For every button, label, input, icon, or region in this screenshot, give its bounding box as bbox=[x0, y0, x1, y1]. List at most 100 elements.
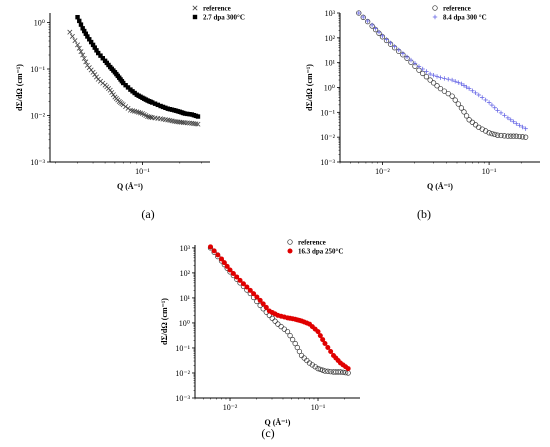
data-point bbox=[75, 14, 80, 20]
data-point bbox=[296, 348, 303, 355]
series-1 bbox=[356, 10, 528, 131]
data-point bbox=[180, 120, 186, 125]
data-point bbox=[257, 297, 263, 303]
data-point bbox=[453, 79, 458, 84]
series-1 bbox=[207, 244, 351, 372]
data-point bbox=[456, 80, 461, 85]
y-tick-label: 10⁻² bbox=[30, 111, 45, 120]
data-point-stroke bbox=[136, 109, 142, 115]
y-tick-label: 10⁻¹ bbox=[175, 344, 190, 353]
data-point bbox=[463, 113, 470, 119]
data-point bbox=[498, 110, 504, 116]
data-point bbox=[328, 368, 334, 375]
data-point bbox=[473, 90, 478, 96]
series-0 bbox=[67, 29, 201, 127]
data-point bbox=[492, 105, 497, 110]
data-point bbox=[234, 274, 240, 280]
data-point-stroke bbox=[75, 42, 81, 48]
y-axis-label: dΣ/dΩ (cm⁻¹) bbox=[305, 64, 314, 111]
data-point bbox=[458, 105, 465, 111]
data-point-stroke bbox=[132, 108, 138, 114]
data-point-stroke bbox=[67, 29, 73, 35]
data-point bbox=[83, 31, 89, 36]
data-point bbox=[516, 133, 523, 140]
data-point bbox=[298, 352, 305, 359]
data-point bbox=[461, 83, 467, 88]
data-point bbox=[466, 86, 472, 91]
data-point bbox=[125, 105, 131, 111]
data-point bbox=[337, 369, 344, 375]
data-point bbox=[505, 133, 511, 139]
data-point bbox=[345, 366, 351, 372]
data-point-stroke bbox=[90, 69, 96, 75]
data-point bbox=[195, 121, 201, 127]
data-point bbox=[325, 345, 331, 351]
data-point bbox=[193, 121, 199, 127]
data-point bbox=[514, 121, 519, 126]
legend-marker bbox=[432, 5, 438, 11]
x-tick-label: 10⁻² bbox=[375, 167, 390, 176]
y-tick-label: 10² bbox=[180, 269, 191, 278]
data-point bbox=[294, 344, 300, 351]
y-tick-label: 10⁰ bbox=[324, 84, 335, 93]
data-point bbox=[317, 366, 323, 373]
data-point-stroke bbox=[134, 109, 140, 115]
data-point bbox=[449, 93, 455, 99]
data-point bbox=[301, 355, 307, 361]
data-point bbox=[388, 40, 393, 46]
data-point bbox=[150, 100, 155, 105]
data-point bbox=[396, 47, 401, 53]
data-point bbox=[431, 72, 436, 78]
data-point bbox=[93, 74, 99, 80]
data-point bbox=[78, 49, 84, 55]
x-axis-label: Q (Å⁻¹) bbox=[117, 182, 143, 191]
data-point bbox=[434, 83, 440, 89]
data-point bbox=[94, 48, 99, 53]
data-point bbox=[513, 133, 519, 139]
data-point bbox=[109, 89, 115, 95]
data-point bbox=[449, 77, 455, 83]
data-point-stroke bbox=[127, 107, 133, 113]
data-point-stroke bbox=[165, 117, 171, 123]
data-point-stroke bbox=[169, 118, 175, 124]
data-point bbox=[438, 75, 443, 80]
legend-label: 2.7 dpa 300°C bbox=[203, 14, 245, 22]
data-point-stroke bbox=[167, 117, 173, 123]
series-1 bbox=[75, 14, 201, 119]
data-point bbox=[508, 117, 513, 122]
data-point bbox=[76, 45, 82, 51]
panel-caption: (b) bbox=[417, 207, 431, 221]
data-point-stroke bbox=[123, 104, 129, 110]
data-point bbox=[489, 130, 495, 137]
data-point bbox=[191, 121, 197, 127]
data-point bbox=[92, 72, 98, 78]
y-tick-label: 10⁻³ bbox=[30, 158, 45, 167]
data-point bbox=[427, 71, 433, 77]
y-tick-label: 10⁻² bbox=[175, 369, 190, 378]
data-point bbox=[227, 267, 233, 273]
data-point bbox=[85, 34, 90, 39]
data-point bbox=[251, 291, 257, 297]
legend-marker bbox=[192, 14, 198, 20]
data-point-stroke bbox=[158, 116, 164, 122]
data-point bbox=[498, 132, 504, 139]
data-point bbox=[511, 119, 516, 124]
data-point bbox=[412, 61, 418, 66]
data-point-stroke bbox=[138, 110, 144, 116]
data-point bbox=[82, 28, 87, 34]
data-point bbox=[90, 69, 96, 75]
panel-caption: (c) bbox=[261, 426, 274, 440]
legend-label: reference bbox=[298, 239, 326, 247]
x-tick-label: 10⁻¹ bbox=[482, 167, 497, 176]
data-point bbox=[92, 45, 97, 50]
data-point bbox=[275, 321, 281, 327]
data-point-stroke bbox=[130, 108, 136, 114]
data-point bbox=[163, 105, 168, 111]
data-point bbox=[269, 315, 275, 321]
data-point bbox=[95, 50, 101, 56]
data-point bbox=[523, 126, 528, 131]
data-point bbox=[278, 323, 284, 330]
data-point-stroke bbox=[69, 33, 75, 39]
data-point bbox=[317, 333, 323, 339]
data-point bbox=[125, 85, 131, 90]
